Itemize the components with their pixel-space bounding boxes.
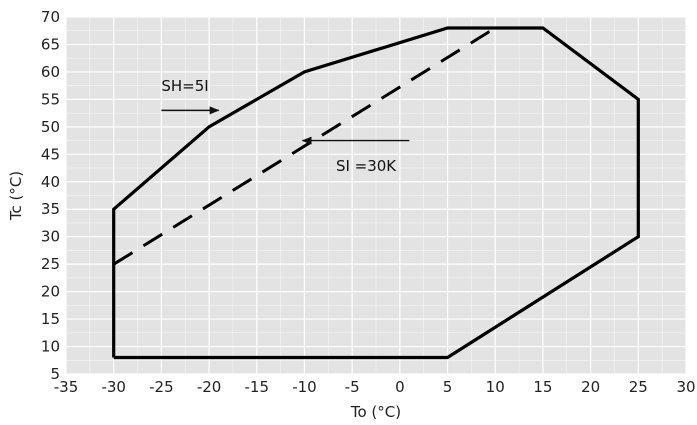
x-tick-label: 30 — [676, 378, 695, 396]
series-layer — [112, 26, 640, 360]
x-axis-ticks: -35 -30 -25 -20 -15 -10 -5 0 5 10 15 20 25 30 — [54, 378, 696, 396]
grid — [65, 16, 687, 375]
y-tick-label: 70 — [41, 8, 60, 26]
series-line-dashed — [112, 26, 496, 266]
y-tick-label: 35 — [41, 200, 60, 218]
y-tick-label: 60 — [41, 63, 60, 81]
x-tick-label: -15 — [245, 378, 270, 396]
y-tick-label: 40 — [41, 173, 60, 191]
y-tick-label: 55 — [41, 90, 60, 108]
y-tick-label: 65 — [41, 35, 60, 53]
y-tick-label: 5 — [50, 365, 60, 383]
x-tick-label: 5 — [443, 378, 453, 396]
y-axis-title: Tc (°C) — [7, 171, 25, 221]
annotation-label: SI =30K — [336, 157, 397, 175]
y-axis-ticks: 5 10 15 20 25 30 35 40 45 50 55 60 65 70 — [41, 8, 60, 383]
y-tick-label: 10 — [41, 338, 60, 356]
x-tick-label: 15 — [533, 378, 552, 396]
x-tick-label: -25 — [149, 378, 174, 396]
y-tick-label: 45 — [41, 145, 60, 163]
series-line-envelope — [112, 26, 640, 360]
y-tick-label: 30 — [41, 228, 60, 246]
y-tick-label: 50 — [41, 118, 60, 136]
x-tick-label: -5 — [345, 378, 360, 396]
x-tick-label: -30 — [101, 378, 126, 396]
x-tick-label: -20 — [197, 378, 222, 396]
x-tick-label: -10 — [292, 378, 317, 396]
y-tick-label: 25 — [41, 255, 60, 273]
y-tick-label: 15 — [41, 310, 60, 328]
x-tick-label: 25 — [629, 378, 648, 396]
y-tick-label: 20 — [41, 283, 60, 301]
x-tick-label: -35 — [54, 378, 79, 396]
annotations: SH=5I SI =30K — [161, 77, 410, 175]
annotation-label: SH=5I — [161, 77, 208, 95]
x-tick-label: 0 — [395, 378, 405, 396]
x-tick-label: 10 — [486, 378, 505, 396]
x-tick-label: 20 — [581, 378, 600, 396]
x-axis-title: To (°C) — [350, 403, 401, 421]
